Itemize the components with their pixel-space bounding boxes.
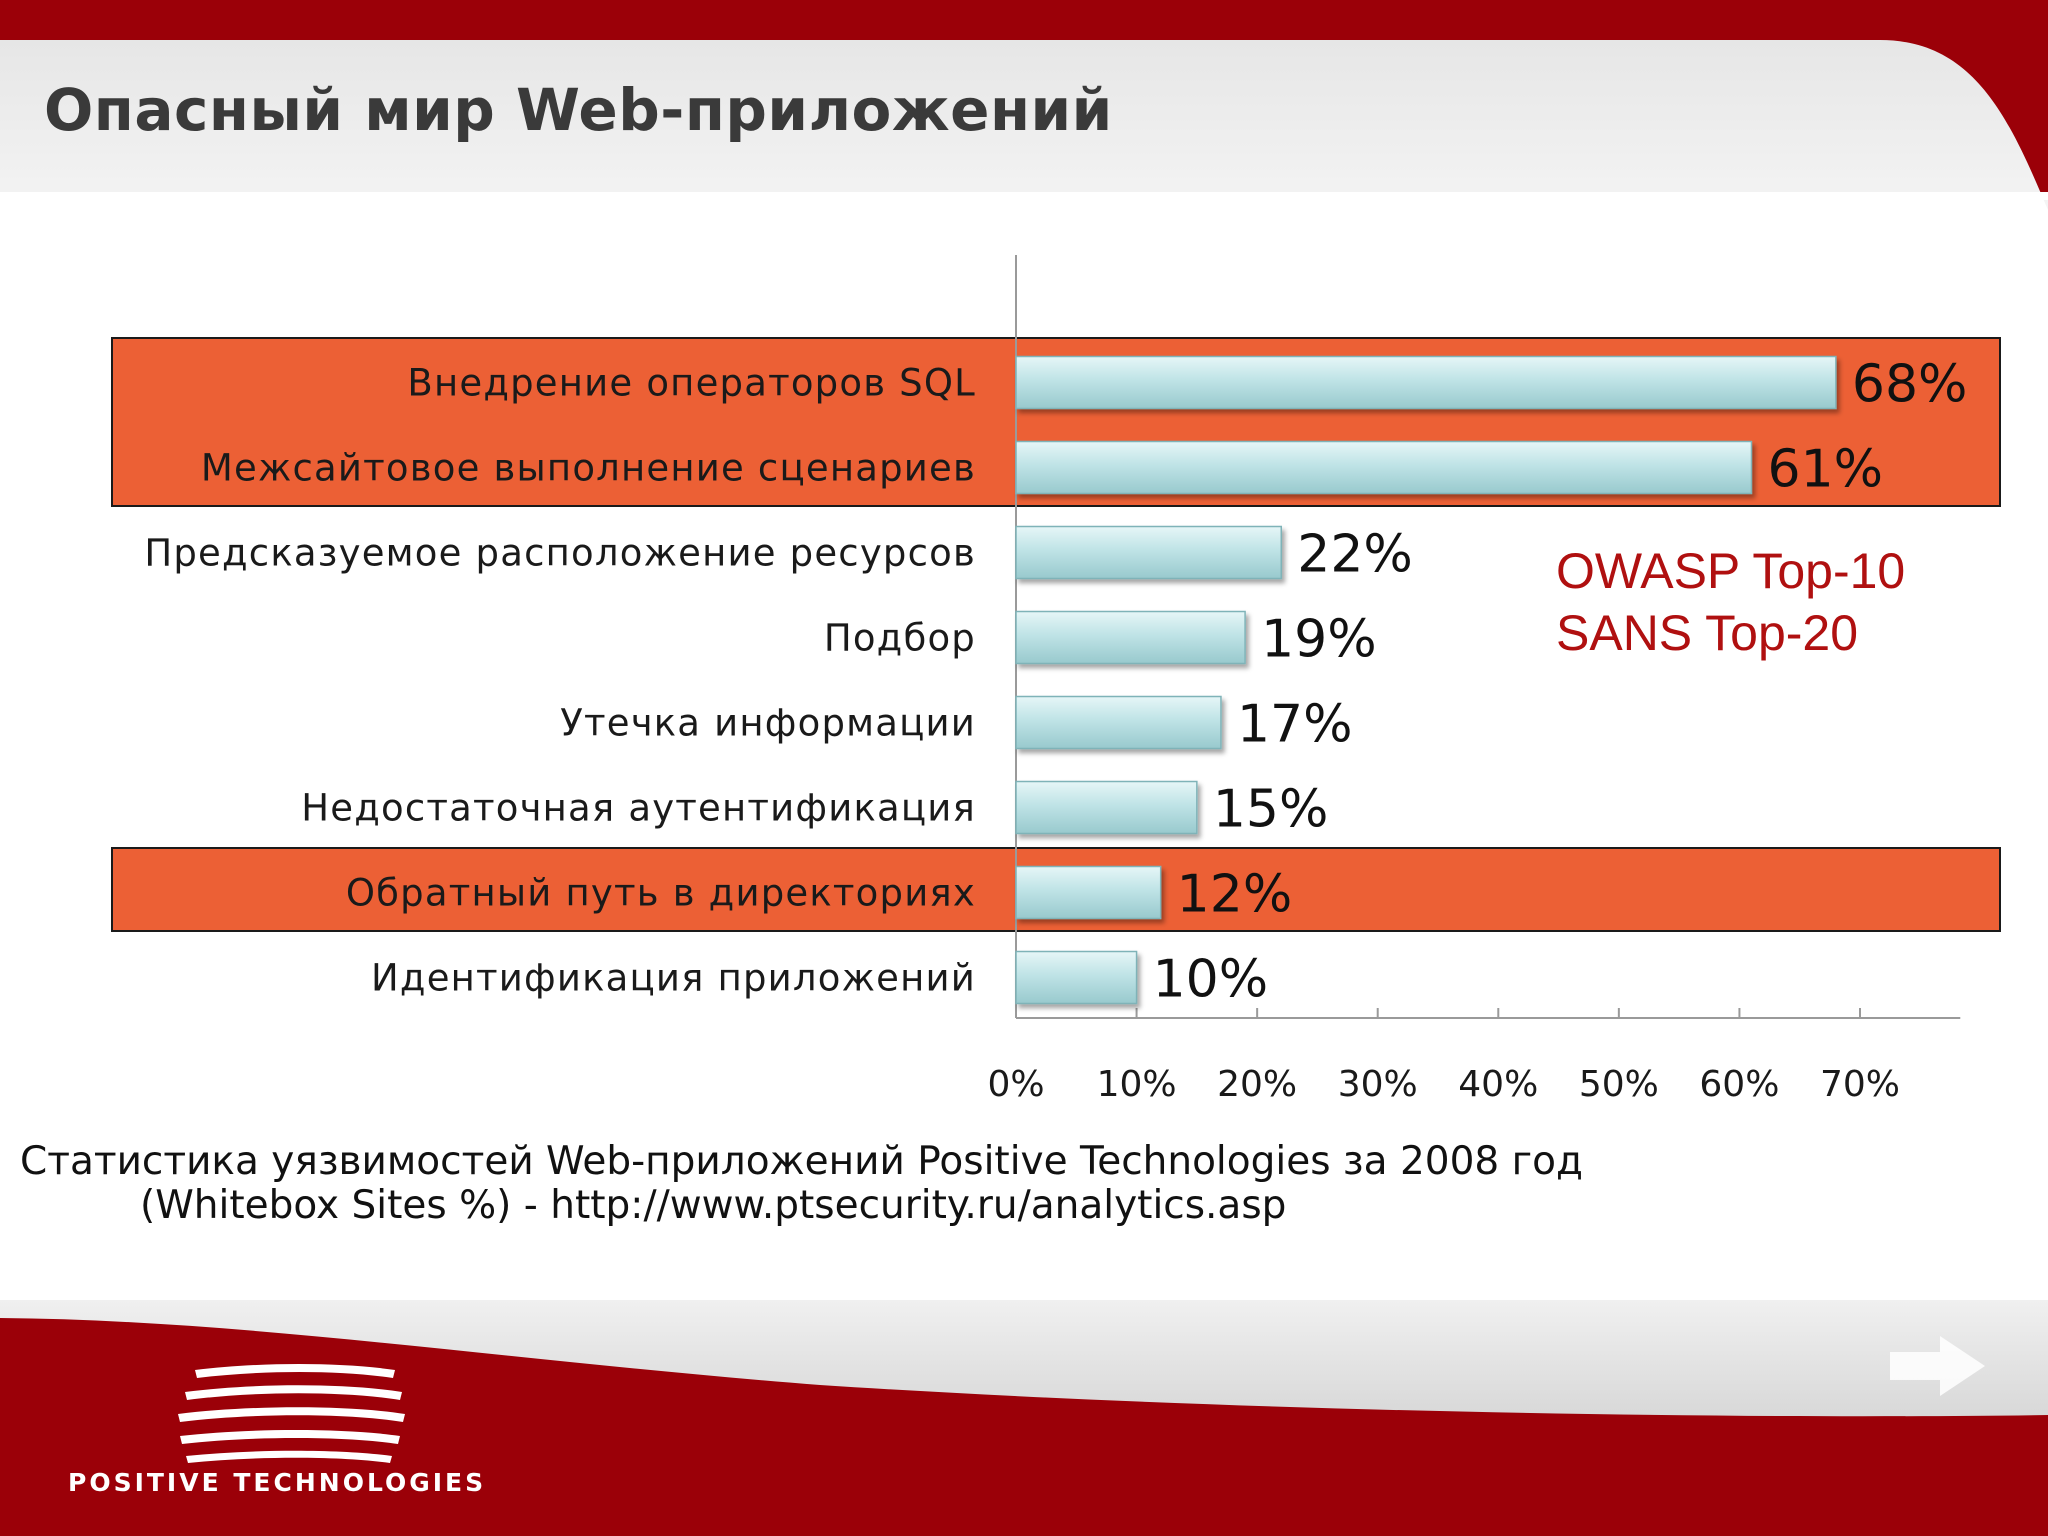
category-label: Идентификация приложений: [371, 957, 976, 1000]
category-label: Утечка информации: [560, 702, 976, 745]
value-label: 17%: [1237, 695, 1353, 755]
annotation-line-owasp: OWASP Top-10: [1556, 543, 1906, 599]
value-label: 15%: [1213, 780, 1329, 840]
owasp-sans-annotation: OWASP Top-10 SANS Top-20: [1556, 540, 1905, 664]
category-label: Межсайтовое выполнение сценариев: [201, 447, 976, 490]
source-line-2: (Whitebox Sites %) - http://www.ptsecuri…: [140, 1183, 1287, 1228]
source-line-1: Статистика уязвимостей Web-приложений Po…: [20, 1139, 1583, 1184]
x-tick-label: 0%: [987, 1064, 1044, 1105]
bar: [1015, 695, 1222, 750]
bar: [1015, 865, 1162, 920]
category-label: Подбор: [824, 617, 976, 660]
logo-text: POSITIVE TECHNOLOGIES: [68, 1468, 487, 1497]
label-layer: 0% 10% 20% 30% 40% 50% 60% 70% Внедрение операто…: [144, 355, 1967, 1106]
arrow-right-icon[interactable]: [1890, 1336, 1985, 1396]
x-tick-label: 70%: [1820, 1064, 1900, 1105]
footer-gray-panel: [0, 1300, 2048, 1417]
bar: [1015, 610, 1246, 665]
value-label: 61%: [1767, 440, 1883, 500]
bar: [1015, 440, 1753, 495]
source-note: Статистика уязвимостей Web-приложений Po…: [20, 1140, 1583, 1228]
x-tick-label: 50%: [1579, 1064, 1659, 1105]
bar: [1015, 525, 1283, 580]
page-title: Опасный мир Web-приложений: [44, 76, 1113, 144]
bar: [1015, 950, 1138, 1005]
annotation-line-sans: SANS Top-20: [1556, 605, 1859, 661]
x-tick-label: 20%: [1217, 1064, 1297, 1105]
value-label: 22%: [1297, 525, 1413, 585]
bar: [1015, 780, 1198, 835]
x-tick-label: 40%: [1458, 1064, 1538, 1105]
category-label: Предсказуемое расположение ресурсов: [144, 532, 976, 575]
value-label: 10%: [1153, 950, 1269, 1010]
logo-mark: [178, 1364, 405, 1463]
header-gray-panel: [0, 40, 2048, 210]
value-label: 12%: [1177, 865, 1293, 925]
value-label: 68%: [1852, 355, 1968, 415]
bar-layer: [1015, 355, 1837, 1005]
x-tick-label: 60%: [1699, 1064, 1779, 1105]
bar: [1015, 355, 1837, 410]
value-label: 19%: [1261, 610, 1377, 670]
x-tick-label: 10%: [1097, 1064, 1177, 1105]
category-label: Обратный путь в директориях: [346, 872, 976, 915]
category-label: Недостаточная аутентификация: [301, 787, 976, 830]
x-tick-label: 30%: [1338, 1064, 1418, 1105]
category-label: Внедрение операторов SQL: [407, 362, 976, 405]
